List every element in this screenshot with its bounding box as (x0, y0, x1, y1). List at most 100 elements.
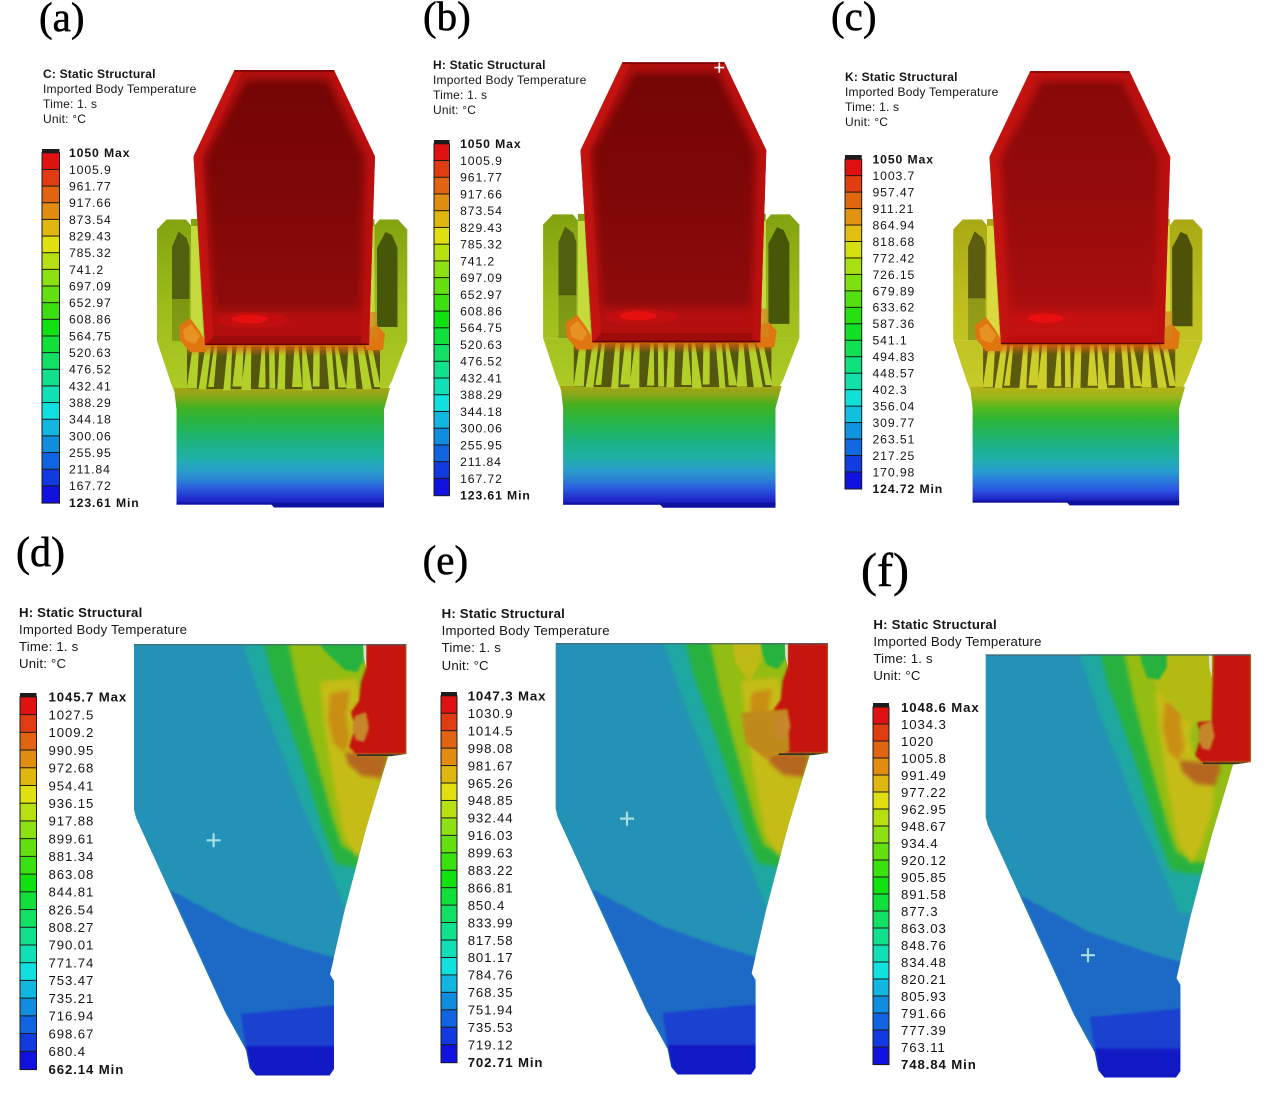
svg-text:829.43: 829.43 (69, 229, 112, 243)
svg-text:833.99: 833.99 (468, 915, 514, 930)
svg-text:936.15: 936.15 (48, 796, 94, 811)
svg-text:820.21: 820.21 (901, 972, 947, 987)
svg-text:1005.9: 1005.9 (69, 162, 112, 176)
svg-text:1050 Max: 1050 Max (872, 153, 933, 167)
svg-text:917.66: 917.66 (69, 196, 112, 210)
svg-text:1048.6 Max: 1048.6 Max (901, 700, 980, 715)
svg-text:719.12: 719.12 (468, 1038, 514, 1053)
svg-text:829.43: 829.43 (460, 221, 503, 235)
svg-text:167.72: 167.72 (69, 479, 112, 493)
svg-text:920.12: 920.12 (901, 853, 947, 868)
svg-text:702.71 Min: 702.71 Min (468, 1055, 544, 1070)
svg-text:124.72 Min: 124.72 Min (872, 482, 943, 496)
svg-text:961.77: 961.77 (460, 171, 503, 185)
svg-text:1034.3: 1034.3 (901, 717, 947, 732)
svg-text:977.22: 977.22 (901, 785, 947, 800)
svg-text:954.41: 954.41 (48, 778, 94, 793)
svg-text:1009.2: 1009.2 (48, 725, 94, 740)
svg-text:844.81: 844.81 (48, 884, 94, 899)
svg-text:1047.3 Max: 1047.3 Max (468, 689, 547, 704)
svg-text:255.95: 255.95 (460, 439, 503, 453)
svg-text:817.58: 817.58 (468, 933, 514, 948)
svg-text:726.15: 726.15 (872, 268, 915, 282)
svg-text:891.58: 891.58 (901, 887, 947, 902)
svg-text:932.44: 932.44 (468, 811, 514, 826)
svg-text:211.84: 211.84 (69, 462, 111, 476)
svg-text:255.95: 255.95 (69, 445, 112, 459)
svg-text:679.89: 679.89 (872, 285, 915, 299)
svg-text:990.95: 990.95 (48, 742, 94, 757)
svg-text:934.4: 934.4 (901, 836, 939, 851)
svg-text:735.21: 735.21 (48, 990, 94, 1005)
svg-text:1014.5: 1014.5 (468, 724, 514, 739)
svg-text:1003.7: 1003.7 (872, 169, 915, 183)
svg-text:899.63: 899.63 (468, 846, 514, 861)
svg-text:917.66: 917.66 (460, 188, 503, 202)
svg-text:564.75: 564.75 (460, 322, 503, 336)
svg-text:356.04: 356.04 (872, 400, 915, 414)
svg-text:697.09: 697.09 (460, 271, 503, 285)
svg-text:899.61: 899.61 (48, 831, 94, 846)
svg-text:864.94: 864.94 (872, 219, 915, 233)
svg-text:123.61 Min: 123.61 Min (460, 489, 531, 503)
svg-text:494.83: 494.83 (872, 350, 915, 364)
svg-text:863.08: 863.08 (48, 866, 94, 881)
svg-text:881.34: 881.34 (48, 849, 94, 864)
svg-text:741.2: 741.2 (460, 255, 495, 269)
svg-text:1005.9: 1005.9 (460, 154, 503, 168)
svg-text:476.52: 476.52 (69, 362, 112, 376)
svg-text:1005.8: 1005.8 (901, 751, 947, 766)
svg-text:981.67: 981.67 (468, 759, 514, 774)
svg-text:772.42: 772.42 (872, 252, 915, 266)
svg-text:748.84 Min: 748.84 Min (901, 1057, 977, 1072)
svg-text:520.63: 520.63 (69, 346, 112, 360)
svg-text:697.09: 697.09 (69, 279, 112, 293)
svg-text:790.01: 790.01 (48, 937, 94, 952)
svg-text:768.35: 768.35 (468, 985, 514, 1000)
svg-text:751.94: 751.94 (468, 1003, 514, 1018)
svg-text:217.25: 217.25 (872, 449, 915, 463)
svg-text:826.54: 826.54 (48, 902, 94, 917)
svg-text:741.2: 741.2 (69, 262, 104, 276)
svg-text:972.68: 972.68 (48, 760, 94, 775)
svg-text:818.68: 818.68 (872, 235, 915, 249)
svg-text:432.41: 432.41 (460, 372, 503, 386)
svg-text:965.26: 965.26 (468, 776, 514, 791)
svg-text:1050 Max: 1050 Max (69, 146, 130, 160)
svg-text:873.54: 873.54 (460, 205, 503, 219)
svg-text:785.32: 785.32 (69, 246, 112, 260)
svg-text:850.4: 850.4 (468, 898, 506, 913)
svg-text:866.81: 866.81 (468, 881, 514, 896)
svg-text:170.98: 170.98 (872, 466, 915, 480)
svg-text:961.77: 961.77 (69, 179, 112, 193)
svg-text:784.76: 784.76 (468, 968, 514, 983)
svg-text:698.67: 698.67 (48, 1026, 94, 1041)
svg-text:344.18: 344.18 (69, 412, 112, 426)
svg-text:911.21: 911.21 (872, 202, 914, 216)
svg-text:716.94: 716.94 (48, 1008, 94, 1023)
svg-text:863.03: 863.03 (901, 921, 947, 936)
svg-text:771.74: 771.74 (48, 955, 94, 970)
svg-text:1045.7 Max: 1045.7 Max (48, 689, 127, 704)
svg-text:834.48: 834.48 (901, 955, 947, 970)
svg-text:167.72: 167.72 (460, 472, 503, 486)
svg-text:957.47: 957.47 (872, 186, 915, 200)
svg-text:211.84: 211.84 (460, 455, 502, 469)
svg-text:905.85: 905.85 (901, 870, 947, 885)
svg-text:633.62: 633.62 (872, 301, 915, 315)
svg-text:948.67: 948.67 (901, 819, 947, 834)
svg-text:520.63: 520.63 (460, 338, 503, 352)
svg-text:1050 Max: 1050 Max (460, 138, 521, 152)
svg-text:1027.5: 1027.5 (48, 707, 94, 722)
svg-text:652.97: 652.97 (460, 288, 503, 302)
svg-text:777.39: 777.39 (901, 1023, 947, 1038)
svg-text:1020: 1020 (901, 734, 934, 749)
svg-text:883.22: 883.22 (468, 863, 514, 878)
svg-text:873.54: 873.54 (69, 212, 112, 226)
svg-text:785.32: 785.32 (460, 238, 503, 252)
svg-text:848.76: 848.76 (901, 938, 947, 953)
svg-text:753.47: 753.47 (48, 973, 94, 988)
svg-text:309.77: 309.77 (872, 416, 915, 430)
svg-text:948.85: 948.85 (468, 793, 514, 808)
svg-text:388.29: 388.29 (69, 395, 112, 409)
